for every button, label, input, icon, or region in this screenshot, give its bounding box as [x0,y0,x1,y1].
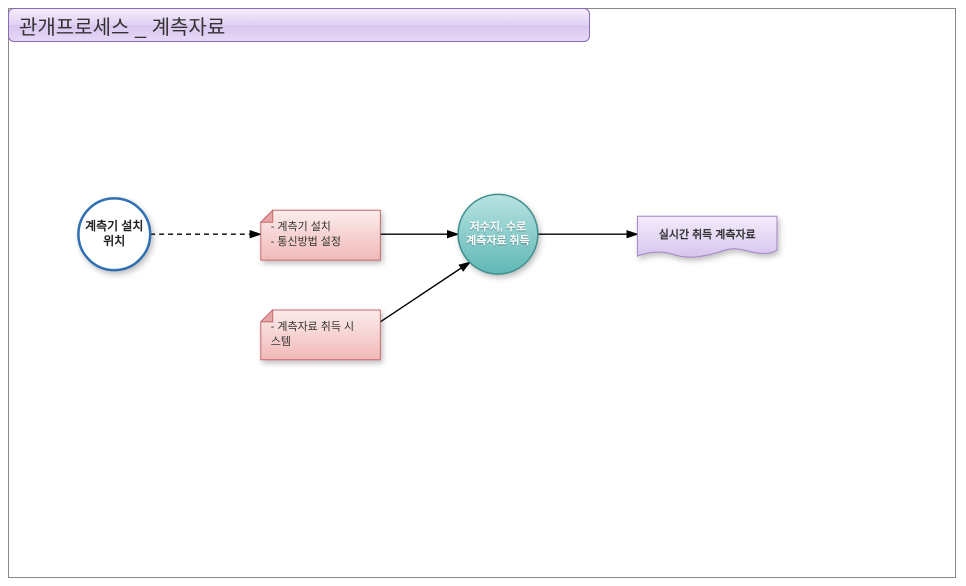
edge-boxbottom-to-center [380,262,470,322]
node-box-bottom: - 계측자료 취득 시 스템 [261,310,381,360]
output-doc-text: 실시간 취득 계측자료 [659,227,756,241]
diagram-frame: 관개프로세스 _ 계측자료 [8,8,956,578]
diagram-canvas: 계측기 설치 위치 - 계측기 설치 - 통신방법 설정 - 계측자료 취득 시… [9,9,955,577]
box-bottom-line2: 스템 [271,335,291,348]
node-start-circle: 계측기 설치 위치 [78,198,150,270]
node-center-circle: 저수지, 수로 계측자료 취득 [458,194,538,274]
center-circle-line1: 저수지, 수로 [470,219,526,233]
node-output-doc: 실시간 취득 계측자료 [637,216,777,257]
start-circle-line1: 계측기 설치 [85,218,143,233]
start-circle-line2: 위치 [103,233,125,248]
box-top-line1: - 계측기 설치 [271,220,331,233]
box-top-line2: - 통신방법 설정 [271,235,341,248]
box-bottom-line1: - 계측자료 취득 시 [271,320,354,333]
edges-group [150,234,637,322]
center-circle-line2: 계측자료 취득 [466,233,530,247]
node-box-top: - 계측기 설치 - 통신방법 설정 [261,210,381,260]
